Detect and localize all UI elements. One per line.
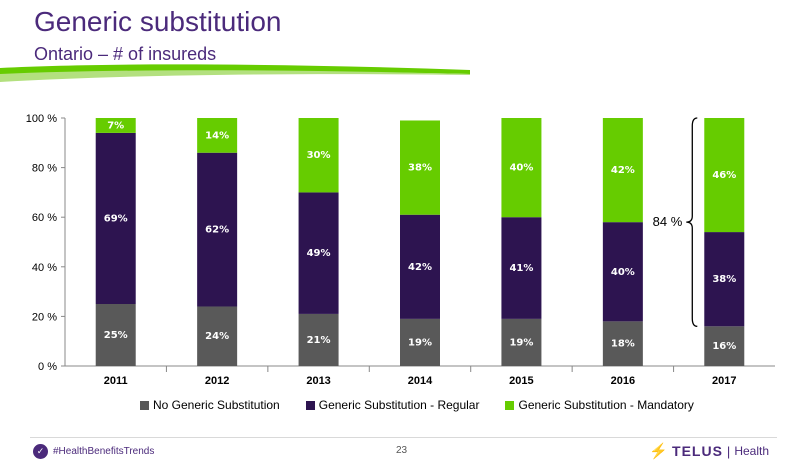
legend-label: Generic Substitution - Mandatory xyxy=(518,398,694,412)
y-tick-label: 20 % xyxy=(32,311,57,323)
data-label: 21% xyxy=(307,335,331,346)
y-tick-label: 80 % xyxy=(32,163,57,175)
x-tick-label: 2016 xyxy=(611,375,635,387)
y-tick-label: 0 % xyxy=(38,361,57,373)
bar-segment xyxy=(95,304,136,366)
data-label: 46% xyxy=(712,170,736,181)
bar-segment xyxy=(704,326,745,366)
bar-segment xyxy=(298,118,339,193)
telus-mark-icon: ⚡ xyxy=(649,443,669,460)
bar-segment xyxy=(298,192,339,314)
data-label: 38% xyxy=(712,274,736,285)
bar-segment xyxy=(602,321,643,366)
data-label: 62% xyxy=(205,225,229,236)
legend-label: No Generic Substitution xyxy=(153,398,280,412)
bar-segment xyxy=(197,306,238,366)
stacked-bar-chart: 0 % 20 % 40 % 60 % 80 % 100 % 25% 69% 7% 2011 24%… xyxy=(26,113,775,387)
legend-swatch xyxy=(505,400,515,410)
bar-segment xyxy=(501,318,542,366)
y-axis: 0 % 20 % 40 % 60 % 80 % 100 % xyxy=(26,113,775,373)
annotation-layer: 84 % xyxy=(653,117,698,327)
data-label: 18% xyxy=(611,339,635,350)
y-tick-label: 40 % xyxy=(32,262,57,274)
y-tick-label: 100 % xyxy=(26,113,57,125)
brand-sub: Health xyxy=(734,444,769,458)
legend-item: Generic Substitution - Regular xyxy=(305,398,480,412)
legend-swatch xyxy=(305,400,315,410)
bar-segment xyxy=(298,313,339,366)
data-label: 40% xyxy=(611,267,635,278)
x-tick-label: 2011 xyxy=(104,375,128,387)
legend-item: Generic Substitution - Mandatory xyxy=(505,398,694,412)
bar-segment xyxy=(400,120,440,215)
bar-segment xyxy=(704,118,745,233)
data-label: 40% xyxy=(509,163,533,174)
bar-segment xyxy=(95,118,136,133)
x-tick-label: 2014 xyxy=(408,375,433,387)
annotation-label: 84 % xyxy=(653,214,683,229)
data-label: 19% xyxy=(509,337,533,348)
bar-segment xyxy=(400,214,440,319)
x-tick-label: 2013 xyxy=(306,375,330,387)
bar-segment xyxy=(501,217,542,319)
data-label: 42% xyxy=(408,262,432,273)
data-label: 24% xyxy=(205,331,229,342)
data-label: 30% xyxy=(307,150,331,161)
footer-divider xyxy=(30,437,777,438)
data-label: 25% xyxy=(104,330,128,341)
bar-segment xyxy=(400,318,440,366)
data-label: 41% xyxy=(509,263,533,274)
legend-swatch xyxy=(140,400,149,410)
data-label: 7% xyxy=(107,120,124,131)
chart-legend: No Generic Substitution Generic Substitut… xyxy=(140,398,694,412)
bar-segment xyxy=(501,118,542,218)
data-label: 42% xyxy=(611,165,635,176)
x-tick-label: 2015 xyxy=(509,375,533,387)
data-label: 38% xyxy=(408,163,432,174)
legend-item: No Generic Substitution xyxy=(140,398,280,412)
data-labels-layer: 25% 69% 7% 2011 24% 62% 14% 2012 21% 49% 30% 2013 19… xyxy=(104,120,737,387)
bar-segment xyxy=(95,132,136,304)
telus-health-logo: ⚡ TELUS | Health xyxy=(649,442,769,460)
header-swoosh-decoration xyxy=(0,64,470,82)
brand-separator: | xyxy=(726,443,731,459)
page-number: 23 xyxy=(396,445,408,456)
bar-segment xyxy=(602,118,643,223)
slide-title: Generic substitution xyxy=(34,6,282,37)
slide-subtitle: Ontario – # of insureds xyxy=(34,44,217,64)
bar-segment xyxy=(197,152,238,307)
bars-layer xyxy=(95,118,745,366)
legend-label: Generic Substitution - Regular xyxy=(318,398,480,412)
data-label: 49% xyxy=(307,248,331,259)
footer-hashtag[interactable]: #HealthBenefitsTrends xyxy=(53,446,155,457)
data-label: 69% xyxy=(104,213,128,224)
y-tick-label: 60 % xyxy=(32,212,57,224)
data-label: 19% xyxy=(408,337,432,348)
data-label: 16% xyxy=(712,341,736,352)
twitter-bird-icon: ✓ xyxy=(33,444,48,459)
bar-segment xyxy=(704,232,745,327)
brace-annotation xyxy=(686,117,698,327)
x-tick-label: 2017 xyxy=(712,375,736,387)
data-label: 14% xyxy=(205,130,229,141)
x-tick-label: 2012 xyxy=(205,375,229,387)
brand-name: TELUS xyxy=(672,443,723,459)
bar-segment xyxy=(602,222,643,322)
bar-segment xyxy=(197,118,238,153)
